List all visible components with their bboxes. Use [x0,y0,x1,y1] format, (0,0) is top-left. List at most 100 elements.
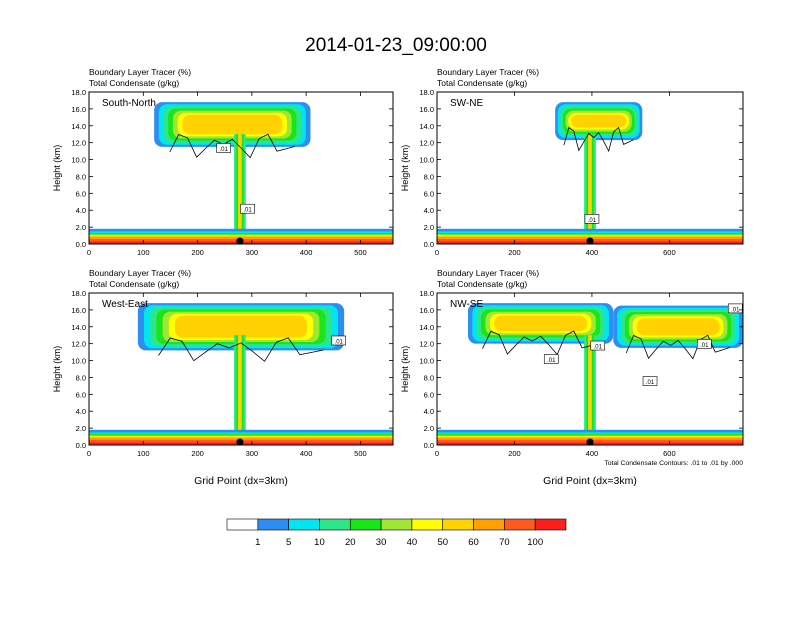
y-tick-label: 16.0 [71,105,86,114]
plot-frame [88,292,394,446]
y-tick-label: 18.0 [419,289,434,298]
contour-label: .01 [594,345,603,351]
y-axis-label: Height (km) [52,346,62,393]
panel-name: NW-SE [450,299,483,310]
condensate-contour [563,126,634,153]
y-tick-label: 6.0 [424,390,434,399]
tracer-field-name: Boundary Layer Tracer (%) [437,67,539,77]
x-tick-label: 200 [508,248,521,257]
tracer-field-name: Boundary Layer Tracer (%) [89,268,191,278]
tracer-field-name: Boundary Layer Tracer (%) [89,67,191,77]
colorbar-swatch [504,518,536,531]
x-tick-label: 400 [300,248,313,257]
x-tick-label: 500 [354,449,367,458]
x-tick-label: 300 [246,449,259,458]
y-tick-label: 14.0 [419,122,434,131]
condensate-contour [169,133,296,159]
colorbar-label: 10 [314,537,325,548]
y-tick-label: 12.0 [419,340,434,349]
panel-name: South-North [102,98,156,109]
y-tick-label: 8.0 [76,373,86,382]
y-tick-label: 16.0 [419,105,434,114]
x-tick-label: 300 [246,248,259,257]
y-tick-label: 12.0 [71,139,86,148]
tracer-field: .01 [437,92,743,244]
y-tick-label: 2.0 [76,223,86,232]
y-tick-label: 0.0 [76,240,86,249]
y-tick-label: 4.0 [424,206,434,215]
x-tick-label: 0 [87,449,91,458]
y-tick-label: 10.0 [71,357,86,366]
colorbar-label: 20 [345,537,356,548]
y-axis-label: Height (km) [400,145,410,192]
x-tick-label: 600 [663,449,676,458]
colorbar-swatch [380,518,413,531]
contour-label-box [216,143,231,153]
y-tick-label: 16.0 [71,306,86,315]
y-tick-label: 2.0 [76,424,86,433]
y-tick-label: 0.0 [76,441,86,450]
colorbar-label: 100 [527,537,543,548]
condensate-field-name: Total Condensate (g/kg) [89,78,179,88]
y-axis-label: Height (km) [400,346,410,393]
contour-label-box [331,335,347,346]
y-tick-label: 12.0 [419,139,434,148]
contour-label: .01 [731,307,740,313]
x-tick-label: 600 [663,248,676,257]
panel-grid: .01 .01 0.0 2.0 4.0 6.0 8.0 10.0 12.0 14.0 16.0 18.… [52,67,744,487]
x-axis-label: Grid Point (dx=3km) [194,475,288,487]
y-tick-label: 8.0 [424,172,434,181]
condensate-field-name: Total Condensate (g/kg) [437,279,527,289]
colorbar-swatch [257,518,289,531]
panel-nw-se: .01 .01 .01 .01 .01 0.0 2.0 4.0 6.0 8.0 10.0 12.0 14… [400,268,744,487]
condensate-contour [158,337,324,362]
contour-label-box [584,214,600,224]
colorbar-label: 5 [286,537,291,548]
y-tick-label: 14.0 [71,323,86,332]
panel-name: West-East [102,299,148,310]
colorbar-swatch [473,518,505,531]
x-tick-label: 400 [586,449,599,458]
y-tick-label: 10.0 [419,156,434,165]
colorbar-swatch [411,518,444,531]
contour-label: .01 [700,343,709,349]
colorbar-label: 60 [468,537,479,548]
contour-label: .01 [588,218,597,224]
y-tick-label: 16.0 [419,306,434,315]
condensate-field-name: Total Condensate (g/kg) [437,78,527,88]
colorbar-swatch [442,518,474,531]
contour-label-box [696,339,712,349]
y-tick-label: 18.0 [419,88,434,97]
y-tick-label: 2.0 [424,223,434,232]
y-tick-label: 6.0 [424,189,434,198]
y-tick-label: 6.0 [76,390,86,399]
y-tick-label: 4.0 [424,407,434,416]
colorbar-label: 40 [407,537,418,548]
colorbar-label: 70 [499,537,510,548]
condensate-contour [482,330,599,356]
tracer-field-name: Boundary Layer Tracer (%) [437,268,539,278]
contour-label: .01 [243,208,252,214]
colorbar-swatch [534,518,567,531]
panel-name: SW-NE [450,98,483,109]
contour-label-box [727,303,743,314]
x-tick-label: 100 [137,248,150,257]
y-tick-label: 0.0 [424,441,434,450]
x-tick-label: 400 [300,449,313,458]
contour-label: .01 [335,339,344,345]
y-tick-label: 18.0 [71,289,86,298]
tracer-field: .01 [89,293,393,445]
y-tick-label: 10.0 [419,357,434,366]
y-axis-label: Height (km) [52,145,62,192]
x-tick-label: 0 [435,248,439,257]
x-tick-label: 0 [87,248,91,257]
y-tick-label: 8.0 [76,172,86,181]
y-tick-label: 4.0 [76,407,86,416]
contour-label: .01 [547,358,556,364]
colorbar-label: 1 [255,537,260,548]
panel-sw-ne: .01 0.0 2.0 4.0 6.0 8.0 10.0 12.0 14.0 16.0 18.0 0 2… [400,67,744,257]
colorbar-swatch [288,518,320,531]
contour-note: Total Condensate Contours: .01 to .01 by… [604,460,743,467]
y-tick-label: 12.0 [71,340,86,349]
